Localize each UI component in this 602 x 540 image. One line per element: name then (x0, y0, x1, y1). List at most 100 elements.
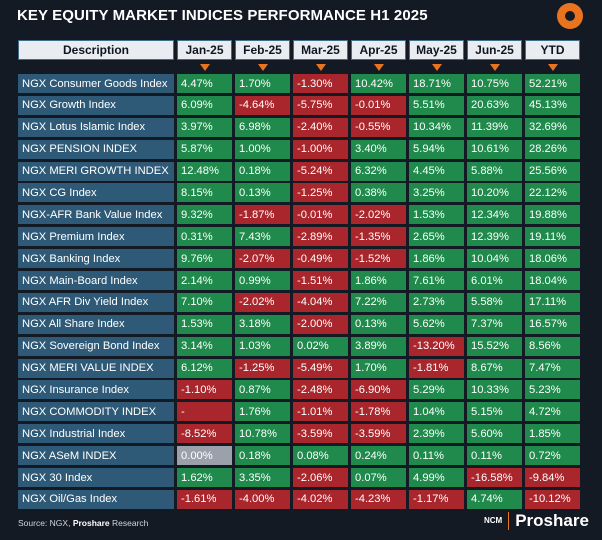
column-header: YTD (525, 40, 580, 60)
value-cell: - (177, 402, 232, 422)
value-cell: 1.70% (351, 358, 406, 378)
index-name-cell: NGX Industrial Index (18, 424, 174, 444)
value-cell: 18.04% (525, 271, 580, 291)
value-cell: 7.61% (409, 271, 464, 291)
column-header: Mar-25 (293, 40, 348, 60)
value-cell: 3.25% (409, 183, 464, 203)
value-cell: 18.71% (409, 74, 464, 93)
value-cell: -4.02% (293, 489, 348, 509)
value-cell: 0.31% (177, 227, 232, 247)
value-cell: -5.75% (293, 95, 348, 115)
value-cell: 1.04% (409, 402, 464, 422)
value-cell: 6.09% (177, 95, 232, 115)
value-cell: 5.15% (467, 402, 522, 422)
value-cell: 4.74% (467, 489, 522, 509)
table-row: NGX COMMODITY INDEX -1.76% -1.01% -1.78% 1.0… (18, 402, 584, 422)
table-row: NGX CG Index 8.15% 0.13% -1.25% 0.38% 3.25% 10… (18, 183, 584, 203)
value-cell: 1.70% (235, 74, 290, 93)
value-cell: 12.34% (467, 205, 522, 225)
value-cell: 0.13% (235, 183, 290, 203)
table-row: NGX Lotus Islamic Index 3.97% 6.98% -2.40% -… (18, 117, 584, 137)
value-cell: 1.03% (235, 336, 290, 356)
value-cell: 7.10% (177, 292, 232, 312)
value-cell: 22.12% (525, 183, 580, 203)
table-row: NGX Insurance Index -1.10% 0.87% -2.48% -6.9… (18, 380, 584, 400)
table-row: NGX 30 Index 1.62% 3.35% -2.06% 0.07% 4.99% -1… (18, 468, 584, 488)
value-cell: 11.39% (467, 117, 522, 137)
value-cell: -1.87% (235, 205, 290, 225)
table-header-row: Description Jan-25 Feb-25 Mar-25 Apr-25 May-2… (18, 40, 584, 60)
value-cell: 8.15% (177, 183, 232, 203)
value-cell: -4.23% (351, 489, 406, 509)
value-cell: 0.02% (293, 336, 348, 356)
value-cell: -0.01% (293, 205, 348, 225)
value-cell: 6.01% (467, 271, 522, 291)
chart-title: KEY EQUITY MARKET INDICES PERFORMANCE H1… (17, 7, 428, 24)
value-cell: 9.32% (177, 205, 232, 225)
performance-table: Description Jan-25 Feb-25 Mar-25 Apr-25 May-2… (18, 40, 584, 512)
value-cell: -0.55% (351, 117, 406, 137)
value-cell: -4.64% (235, 95, 290, 115)
triangle-down-icon (199, 63, 210, 71)
value-cell: 2.73% (409, 292, 464, 312)
value-cell: 2.39% (409, 424, 464, 444)
value-cell: 4.47% (177, 74, 232, 93)
source-suffix: Research (109, 518, 149, 528)
table-row: NGX Premium Index 0.31% 7.43% -2.89% -1.35% 2… (18, 227, 584, 247)
column-arrow-cell (409, 62, 464, 72)
value-cell: 10.42% (351, 74, 406, 93)
column-arrow-cell (351, 62, 406, 72)
value-cell: 19.88% (525, 205, 580, 225)
index-name-cell: NGX MERI GROWTH INDEX (18, 161, 174, 181)
triangle-down-icon (257, 63, 268, 71)
value-cell: 10.61% (467, 139, 522, 159)
index-name-cell: NGX Premium Index (18, 227, 174, 247)
value-cell: 25.56% (525, 161, 580, 181)
column-header: Feb-25 (235, 40, 290, 60)
value-cell: 0.72% (525, 446, 580, 466)
value-cell: 4.99% (409, 468, 464, 488)
column-arrow-cell (235, 62, 290, 72)
index-name-cell: NGX Banking Index (18, 249, 174, 269)
table-row: NGX MERI VALUE INDEX 6.12% -1.25% -5.49% 1.7… (18, 358, 584, 378)
value-cell: -2.00% (293, 314, 348, 334)
value-cell: 5.88% (467, 161, 522, 181)
value-cell: 18.06% (525, 249, 580, 269)
index-name-cell: NGX COMMODITY INDEX (18, 402, 174, 422)
value-cell: 0.07% (351, 468, 406, 488)
value-cell: 1.62% (177, 468, 232, 488)
column-header: Description (18, 40, 174, 60)
value-cell: 0.08% (293, 446, 348, 466)
value-cell: -0.01% (351, 95, 406, 115)
value-cell: 1.53% (409, 205, 464, 225)
index-name-cell: NGX Insurance Index (18, 380, 174, 400)
value-cell: 3.14% (177, 336, 232, 356)
value-cell: -2.02% (351, 205, 406, 225)
value-cell: -10.12% (525, 489, 580, 509)
value-cell: -4.04% (293, 292, 348, 312)
value-cell: 3.18% (235, 314, 290, 334)
table-row: NGX ASeM INDEX 0.00% 0.18% 0.08% 0.24% 0.11% 0… (18, 446, 584, 466)
index-name-cell: NGX Growth Index (18, 95, 174, 115)
value-cell: 45.13% (525, 95, 580, 115)
value-cell: -2.48% (293, 380, 348, 400)
value-cell: 20.63% (467, 95, 522, 115)
column-header: Jun-25 (467, 40, 522, 60)
triangle-down-icon (431, 63, 442, 71)
value-cell: 2.65% (409, 227, 464, 247)
index-name-cell: NGX PENSION INDEX (18, 139, 174, 159)
value-cell: 10.04% (467, 249, 522, 269)
value-cell: -5.49% (293, 358, 348, 378)
proshare-wordmark: Proshare (515, 511, 589, 530)
value-cell: 32.69% (525, 117, 580, 137)
table-row: NGX Growth Index 6.09% -4.64% -5.75% -0.01% 5… (18, 95, 584, 115)
column-header: Apr-25 (351, 40, 406, 60)
table-row: NGX Consumer Goods Index 4.47% 1.70% -1.30%… (18, 74, 584, 93)
value-cell: -2.02% (235, 292, 290, 312)
value-cell: -0.49% (293, 249, 348, 269)
value-cell: 1.76% (235, 402, 290, 422)
column-arrow-cell (293, 62, 348, 72)
table-row: NGX Main-Board Index 2.14% 0.99% -1.51% 1.86… (18, 271, 584, 291)
value-cell: 6.98% (235, 117, 290, 137)
value-cell: 9.76% (177, 249, 232, 269)
